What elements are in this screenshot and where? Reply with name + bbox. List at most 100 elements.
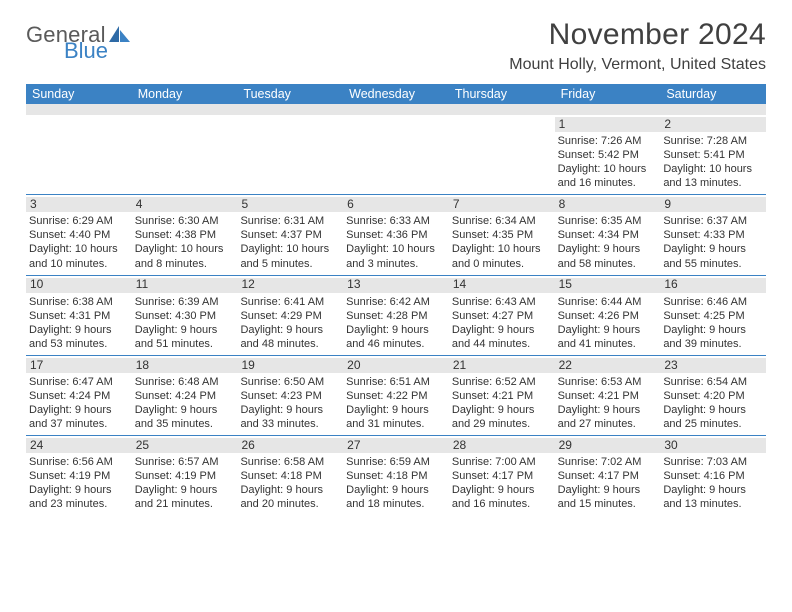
day-number: 10	[26, 278, 132, 293]
day-number: 1	[555, 117, 661, 132]
calendar-cell: 6Sunrise: 6:33 AMSunset: 4:36 PMDaylight…	[343, 195, 449, 274]
cell-daylight1: Daylight: 10 hours	[663, 162, 763, 176]
cell-sunset: Sunset: 4:23 PM	[240, 389, 340, 403]
cell-sunset: Sunset: 4:38 PM	[135, 228, 235, 242]
day-number: 11	[132, 278, 238, 293]
cell-daylight1: Daylight: 9 hours	[452, 403, 552, 417]
dayname-sat: Saturday	[660, 84, 766, 104]
day-number: 17	[26, 358, 132, 373]
cell-daylight1: Daylight: 9 hours	[663, 323, 763, 337]
cell-sunrise: Sunrise: 6:39 AM	[135, 295, 235, 309]
cell-daylight2: and 35 minutes.	[135, 417, 235, 431]
calendar-cell: 16Sunrise: 6:46 AMSunset: 4:25 PMDayligh…	[660, 276, 766, 355]
day-number: 20	[343, 358, 449, 373]
day-number: 14	[449, 278, 555, 293]
header-stripe	[26, 104, 766, 115]
calendar-cell: 13Sunrise: 6:42 AMSunset: 4:28 PMDayligh…	[343, 276, 449, 355]
cell-daylight2: and 51 minutes.	[135, 337, 235, 351]
cell-daylight2: and 13 minutes.	[663, 176, 763, 190]
cell-daylight1: Daylight: 9 hours	[558, 483, 658, 497]
calendar-cell: 9Sunrise: 6:37 AMSunset: 4:33 PMDaylight…	[660, 195, 766, 274]
calendar-cell: 30Sunrise: 7:03 AMSunset: 4:16 PMDayligh…	[660, 436, 766, 515]
calendar-week-row: 17Sunrise: 6:47 AMSunset: 4:24 PMDayligh…	[26, 356, 766, 436]
cell-daylight2: and 58 minutes.	[558, 257, 658, 271]
dayname-mon: Monday	[132, 84, 238, 104]
cell-sunrise: Sunrise: 6:53 AM	[558, 375, 658, 389]
cell-sunrise: Sunrise: 7:00 AM	[452, 455, 552, 469]
cell-sunset: Sunset: 4:16 PM	[663, 469, 763, 483]
logo-sail-icon	[109, 26, 131, 46]
cell-daylight2: and 31 minutes.	[346, 417, 446, 431]
calendar-cell: 2 Sunrise: 7:28 AMSunset: 5:41 PMDaylight…	[660, 115, 766, 194]
cell-sunset: Sunset: 4:18 PM	[240, 469, 340, 483]
cell-daylight2: and 8 minutes.	[135, 257, 235, 271]
cell-sunset: Sunset: 4:28 PM	[346, 309, 446, 323]
day-number: 2	[660, 117, 766, 132]
cell-sunset: Sunset: 5:42 PM	[558, 148, 658, 162]
day-number: 18	[132, 358, 238, 373]
cell-sunrise: Sunrise: 7:03 AM	[663, 455, 763, 469]
dayname-tue: Tuesday	[237, 84, 343, 104]
day-number: 27	[343, 438, 449, 453]
day-number: 9	[660, 197, 766, 212]
day-number: 12	[237, 278, 343, 293]
calendar-cell: 15Sunrise: 6:44 AMSunset: 4:26 PMDayligh…	[555, 276, 661, 355]
calendar-week-row: 10 Sunrise: 6:38 AMSunset: 4:31 PM Dayligh…	[26, 276, 766, 356]
cell-daylight1: Daylight: 9 hours	[135, 483, 235, 497]
day-number: 29	[555, 438, 661, 453]
day-number: 19	[237, 358, 343, 373]
calendar-cell: 4Sunrise: 6:30 AMSunset: 4:38 PMDaylight…	[132, 195, 238, 274]
day-number: 23	[660, 358, 766, 373]
cell-sunset: Sunset: 4:40 PM	[29, 228, 129, 242]
cell-sunset: Sunset: 4:31 PM	[29, 309, 129, 323]
page-title: November 2024	[509, 18, 766, 52]
day-number: 28	[449, 438, 555, 453]
cell-daylight1: Daylight: 9 hours	[29, 483, 129, 497]
cell-sunset: Sunset: 4:30 PM	[135, 309, 235, 323]
cell-sunset: Sunset: 4:29 PM	[240, 309, 340, 323]
cell-sunrise: Sunrise: 6:35 AM	[558, 214, 658, 228]
calendar-week-row: 24Sunrise: 6:56 AMSunset: 4:19 PMDayligh…	[26, 436, 766, 515]
cell-daylight2: and 10 minutes.	[29, 257, 129, 271]
cell-sunrise: Sunrise: 6:34 AM	[452, 214, 552, 228]
calendar-cell: 21Sunrise: 6:52 AMSunset: 4:21 PMDayligh…	[449, 356, 555, 435]
cell-daylight2: and 53 minutes.	[29, 337, 129, 351]
cell-sunset: Sunset: 4:37 PM	[240, 228, 340, 242]
cell-daylight2: and 0 minutes.	[452, 257, 552, 271]
calendar-cell: 5Sunrise: 6:31 AMSunset: 4:37 PMDaylight…	[237, 195, 343, 274]
cell-sunset: Sunset: 4:33 PM	[663, 228, 763, 242]
cell-sunrise: Sunrise: 6:38 AM	[29, 295, 129, 309]
cell-daylight2: and 27 minutes.	[558, 417, 658, 431]
cell-sunrise: Sunrise: 6:31 AM	[240, 214, 340, 228]
cell-daylight1: Daylight: 9 hours	[663, 403, 763, 417]
cell-daylight2: and 48 minutes.	[240, 337, 340, 351]
dayname-thu: Thursday	[449, 84, 555, 104]
cell-daylight2: and 18 minutes.	[346, 497, 446, 511]
cell-daylight1: Daylight: 9 hours	[663, 242, 763, 256]
calendar-cell: 11Sunrise: 6:39 AMSunset: 4:30 PMDayligh…	[132, 276, 238, 355]
cell-sunset: Sunset: 4:18 PM	[346, 469, 446, 483]
cell-daylight2: and 15 minutes.	[558, 497, 658, 511]
cell-sunset: Sunset: 4:21 PM	[452, 389, 552, 403]
cell-sunset: Sunset: 4:17 PM	[558, 469, 658, 483]
calendar-cell: 17Sunrise: 6:47 AMSunset: 4:24 PMDayligh…	[26, 356, 132, 435]
cell-sunset: Sunset: 5:41 PM	[663, 148, 763, 162]
calendar-header-row: Sunday Monday Tuesday Wednesday Thursday…	[26, 84, 766, 104]
calendar-cell: 29Sunrise: 7:02 AMSunset: 4:17 PMDayligh…	[555, 436, 661, 515]
cell-sunrise: Sunrise: 7:28 AM	[663, 134, 763, 148]
cell-daylight2: and 13 minutes.	[663, 497, 763, 511]
day-number: 26	[237, 438, 343, 453]
page-header: General Blue November 2024 Mount Holly, …	[26, 18, 766, 74]
cell-daylight2: and 37 minutes.	[29, 417, 129, 431]
cell-sunrise: Sunrise: 6:43 AM	[452, 295, 552, 309]
cell-sunset: Sunset: 4:36 PM	[346, 228, 446, 242]
cell-sunrise: Sunrise: 6:30 AM	[135, 214, 235, 228]
cell-sunset: Sunset: 4:17 PM	[452, 469, 552, 483]
cell-sunset: Sunset: 4:25 PM	[663, 309, 763, 323]
cell-daylight1: Daylight: 9 hours	[346, 323, 446, 337]
day-number: 25	[132, 438, 238, 453]
cell-daylight2: and 25 minutes.	[663, 417, 763, 431]
cell-daylight1: Daylight: 10 hours	[346, 242, 446, 256]
cell-daylight1: Daylight: 10 hours	[29, 242, 129, 256]
cell-sunset: Sunset: 4:21 PM	[558, 389, 658, 403]
